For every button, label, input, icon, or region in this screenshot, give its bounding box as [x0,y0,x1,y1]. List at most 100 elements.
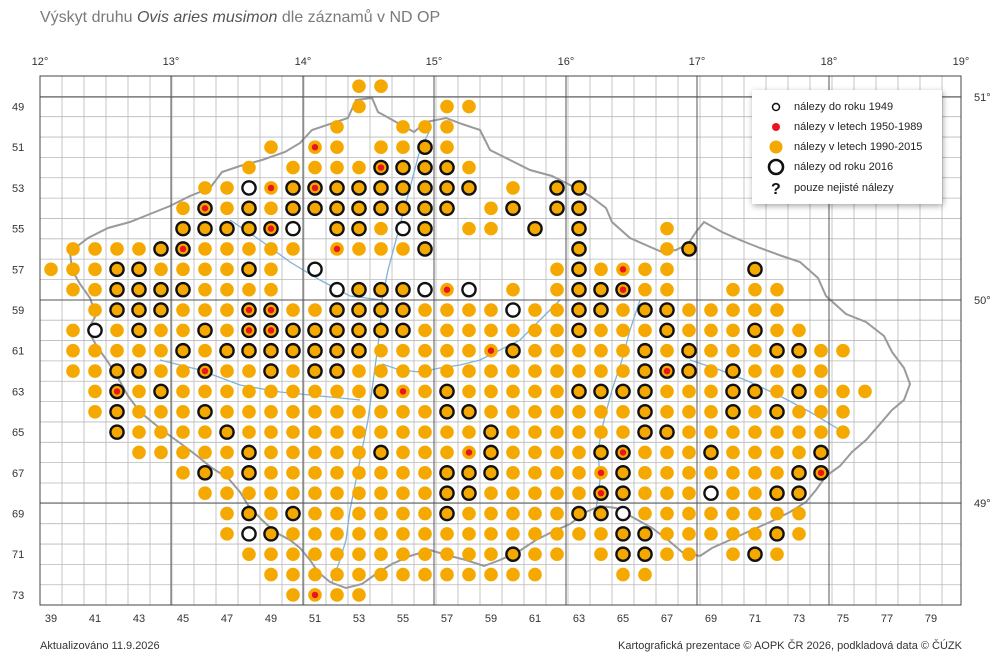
marker-orange-dot[interactable] [330,506,344,521]
marker-orange-dot[interactable] [396,466,410,480]
marker-orange-dot[interactable] [396,404,410,419]
marker-orange-dot[interactable] [352,242,366,256]
marker-orange-dot[interactable] [66,323,80,338]
marker-orange-dot[interactable] [462,506,476,521]
marker-orange-dot[interactable] [682,343,696,358]
marker-orange-dot[interactable] [682,466,696,480]
marker-orange-dot[interactable] [440,343,454,358]
marker-orange-dot[interactable] [594,506,608,521]
marker-orange-dot[interactable] [132,262,146,277]
marker-orange-dot[interactable] [264,486,278,500]
marker-orange-dot[interactable] [220,282,234,297]
marker-orange-dot[interactable] [198,181,212,195]
marker-orange-dot[interactable] [726,343,740,358]
marker-orange-dot[interactable] [770,445,784,460]
marker-orange-dot[interactable] [374,466,388,480]
marker-ring-only[interactable] [461,281,477,298]
marker-orange-dot[interactable] [110,262,124,277]
marker-orange-dot[interactable] [220,506,234,521]
marker-orange-dot[interactable] [660,262,674,277]
marker-orange-dot[interactable] [352,201,366,216]
marker-orange-dot[interactable] [286,527,300,541]
marker-orange-dot[interactable] [638,404,652,419]
marker-orange-dot[interactable] [286,466,300,480]
marker-orange-dot[interactable] [572,486,586,500]
marker-orange-dot[interactable] [550,303,564,317]
marker-orange-dot[interactable] [814,445,828,460]
marker-orange-dot[interactable] [198,384,212,399]
marker-orange-dot[interactable] [110,242,124,256]
marker-orange-dot[interactable] [792,364,806,378]
marker-orange-dot[interactable] [550,181,564,195]
marker-orange-dot[interactable] [704,506,718,521]
marker-orange-dot[interactable] [616,343,630,358]
marker-orange-dot[interactable] [594,364,608,378]
marker-orange-dot[interactable] [154,242,168,256]
marker-orange-dot[interactable] [572,262,586,277]
marker-orange-dot[interactable] [220,181,234,195]
marker-orange-dot[interactable] [352,160,366,175]
marker-orange-dot[interactable] [88,303,102,317]
marker-orange-dot[interactable] [308,466,322,480]
marker-orange-dot[interactable] [616,425,630,439]
marker-orange-dot[interactable] [594,527,608,541]
marker-orange-dot[interactable] [396,527,410,541]
marker-orange-dot[interactable] [418,486,432,500]
marker-orange-dot[interactable] [154,343,168,358]
marker-orange-dot[interactable] [286,486,300,500]
marker-orange-dot[interactable] [286,160,300,175]
marker-orange-dot[interactable] [528,303,542,317]
marker-orange-dot[interactable] [286,425,300,439]
marker-orange-dot[interactable] [792,445,806,460]
marker-orange-dot[interactable] [550,323,564,338]
marker-orange-dot[interactable] [132,343,146,358]
marker-orange-dot[interactable] [264,527,278,541]
marker-orange-dot[interactable] [814,425,828,439]
marker-orange-dot[interactable] [462,404,476,419]
marker-orange-dot[interactable] [330,527,344,541]
marker-orange-dot[interactable] [132,425,146,439]
marker-orange-dot[interactable] [792,384,806,399]
marker-orange-dot[interactable] [308,404,322,419]
marker-orange-dot[interactable] [330,445,344,460]
marker-orange-dot[interactable] [506,466,520,480]
marker-orange-dot[interactable] [638,486,652,500]
marker-orange-dot[interactable] [154,282,168,297]
marker-orange-dot[interactable] [374,425,388,439]
marker-orange-dot[interactable] [198,425,212,439]
marker-orange-dot[interactable] [792,527,806,541]
marker-orange-dot[interactable] [264,425,278,439]
marker-orange-dot[interactable] [440,160,454,175]
marker-ring-only[interactable] [241,180,257,196]
marker-orange-dot[interactable] [396,140,410,155]
marker-orange-dot[interactable] [418,384,432,399]
marker-orange-dot[interactable] [286,364,300,378]
marker-orange-dot[interactable] [506,506,520,521]
marker-orange-dot[interactable] [462,527,476,541]
marker-orange-dot[interactable] [572,323,586,338]
marker-orange-dot[interactable] [374,323,388,338]
marker-orange-dot[interactable] [308,201,322,216]
marker-orange-dot[interactable] [396,425,410,439]
marker-orange-dot[interactable] [242,445,256,460]
marker-orange-dot[interactable] [374,303,388,317]
marker-orange-dot[interactable] [88,282,102,297]
marker-orange-dot[interactable] [308,323,322,338]
marker-orange-dot[interactable] [682,547,696,562]
marker-orange-dot[interactable] [352,384,366,399]
marker-orange-dot[interactable] [110,343,124,358]
marker-orange-dot[interactable] [528,404,542,419]
marker-orange-dot[interactable] [484,445,498,460]
marker-orange-dot[interactable] [154,303,168,317]
marker-orange-dot[interactable] [330,140,344,155]
marker-orange-dot[interactable] [396,547,410,562]
marker-orange-dot[interactable] [440,506,454,521]
marker-orange-dot[interactable] [594,425,608,439]
marker-orange-dot[interactable] [682,506,696,521]
marker-orange-dot[interactable] [330,404,344,419]
marker-orange-dot[interactable] [286,547,300,562]
marker-orange-dot[interactable] [638,527,652,541]
marker-orange-dot[interactable] [682,364,696,378]
marker-orange-dot[interactable] [264,262,278,277]
